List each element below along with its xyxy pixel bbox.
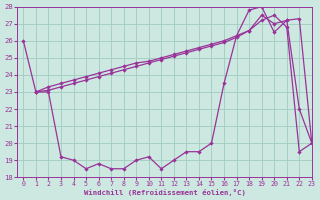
X-axis label: Windchill (Refroidissement éolien,°C): Windchill (Refroidissement éolien,°C) <box>84 189 245 196</box>
